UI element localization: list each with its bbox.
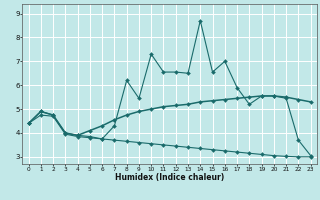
X-axis label: Humidex (Indice chaleur): Humidex (Indice chaleur)	[115, 173, 224, 182]
